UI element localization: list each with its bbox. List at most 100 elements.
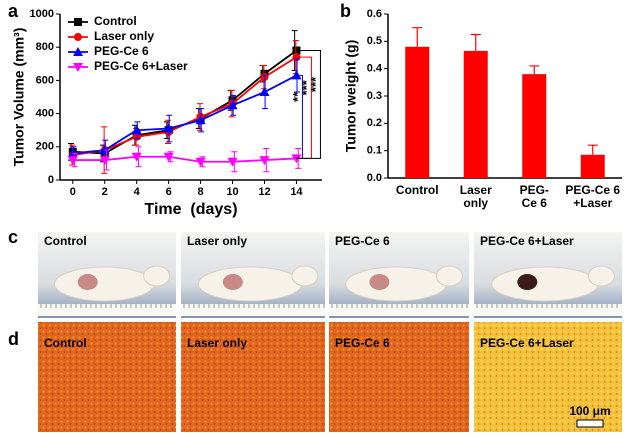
- tumor: [77, 274, 98, 290]
- marker: [260, 73, 269, 82]
- mouse-head: [435, 265, 463, 287]
- y-axis-title: Tumor weight (g): [343, 40, 359, 153]
- micrograph: [329, 322, 469, 432]
- panel-label: d: [8, 329, 19, 349]
- x-tick-label: PEG-Ce 6 +Laser: [565, 183, 621, 210]
- marker: [131, 125, 142, 135]
- y-tick-label: 0: [48, 174, 54, 186]
- micrograph: [474, 322, 622, 432]
- y-tick-label: 0.0: [367, 172, 382, 184]
- significance-label: ***: [308, 76, 323, 92]
- marker: [163, 152, 174, 162]
- marker: [67, 156, 78, 166]
- marker: [73, 47, 83, 56]
- y-tick-label: 0.6: [367, 8, 382, 20]
- photo-label: PEG-Ce 6+Laser: [480, 234, 574, 248]
- ruler: [329, 304, 469, 316]
- legend-label: Control: [94, 14, 137, 28]
- series-line: [72, 74, 297, 155]
- scale-bar: [576, 419, 604, 428]
- significance-label: **: [290, 91, 305, 102]
- micrograph: [38, 322, 176, 432]
- marker: [73, 63, 83, 72]
- x-tick-label: 8: [198, 186, 204, 198]
- y-axis-title: Tumor Volume (mm³): [11, 28, 27, 167]
- photo-label: PEG-Ce 6: [335, 234, 390, 248]
- significance-label: ***: [299, 79, 314, 95]
- y-tick-label: 0.3: [367, 90, 382, 102]
- marker: [259, 87, 270, 97]
- series-line: [72, 155, 297, 163]
- y-tick-label: 1000: [30, 8, 54, 20]
- marker: [227, 100, 238, 110]
- marker: [227, 157, 238, 167]
- marker: [131, 152, 142, 162]
- y-tick-label: 800: [36, 41, 54, 53]
- y-tick-label: 0.1: [367, 145, 382, 157]
- y-tick-label: 0.5: [367, 35, 382, 47]
- bar: [405, 46, 430, 178]
- x-tick-label: Laser only: [459, 183, 492, 210]
- legend-label: PEG-Ce 6+Laser: [94, 59, 188, 73]
- mouse-head: [587, 265, 615, 287]
- ruler: [474, 304, 622, 316]
- mouse-body: [345, 266, 448, 302]
- y-tick-label: 0.4: [367, 63, 383, 75]
- bar: [463, 50, 488, 178]
- x-tick-label: 12: [258, 186, 270, 198]
- mouse-body: [54, 266, 155, 302]
- tumor: [517, 274, 538, 290]
- x-tick-label: 2: [102, 186, 108, 198]
- y-tick-label: 200: [36, 141, 54, 153]
- tumor: [222, 274, 243, 290]
- legend-label: Laser only: [94, 29, 154, 43]
- bar: [580, 154, 605, 178]
- marker: [259, 156, 270, 166]
- panel-label: a: [8, 1, 19, 21]
- mouse-body: [491, 266, 599, 302]
- mouse-head: [143, 265, 171, 287]
- error-bar: [412, 27, 423, 47]
- marker: [195, 157, 206, 167]
- significance-bracket: [296, 50, 321, 159]
- x-tick-label: 14: [290, 186, 303, 198]
- x-tick-label: 4: [134, 186, 141, 198]
- ruler: [38, 304, 176, 316]
- scale-label: 100 μm: [569, 404, 610, 418]
- photo-label: Laser only: [187, 336, 247, 350]
- marker: [74, 33, 82, 41]
- x-tick-label: 6: [166, 186, 172, 198]
- x-tick-label: Control: [395, 183, 439, 197]
- y-tick-label: 0.2: [367, 117, 382, 129]
- x-tick-label: PEG- Ce 6: [519, 183, 549, 210]
- panel-label: c: [8, 227, 18, 247]
- bar: [522, 74, 547, 178]
- x-axis-title: Time (days): [144, 201, 237, 218]
- error-bar: [587, 144, 598, 155]
- marker: [195, 115, 206, 125]
- photo-label: Laser only: [187, 234, 247, 248]
- panel-label: b: [340, 1, 351, 21]
- significance-bracket: [296, 56, 312, 159]
- photo-label: PEG-Ce 6: [335, 336, 390, 350]
- mouse-body: [197, 266, 303, 302]
- micrograph: [181, 322, 325, 432]
- photo-label: Control: [44, 234, 87, 248]
- error-bar: [470, 33, 481, 51]
- marker: [99, 156, 110, 166]
- x-tick-label: 10: [226, 186, 238, 198]
- marker: [74, 18, 82, 26]
- legend-label: PEG-Ce 6: [94, 44, 149, 58]
- marker: [163, 123, 174, 133]
- mouse-head: [291, 265, 319, 287]
- photo-label: PEG-Ce 6+Laser: [480, 336, 574, 350]
- photo-label: Control: [44, 336, 87, 350]
- tumor: [369, 274, 390, 290]
- y-tick-label: 600: [36, 74, 54, 86]
- x-tick-label: 0: [70, 186, 76, 198]
- ruler: [181, 304, 325, 316]
- y-tick-label: 400: [36, 108, 54, 120]
- error-bar: [529, 65, 540, 75]
